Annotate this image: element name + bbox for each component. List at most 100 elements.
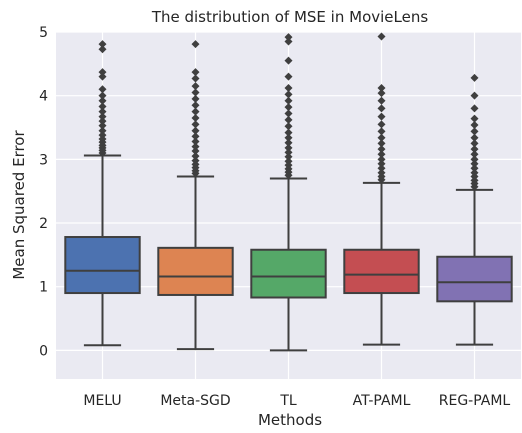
outlier-point	[470, 104, 479, 113]
outlier-point	[377, 155, 386, 164]
outlier-point	[470, 164, 479, 173]
outlier-point	[470, 159, 479, 168]
outlier-point	[470, 91, 479, 100]
outlier-point	[284, 122, 293, 131]
outlier-point	[191, 137, 200, 146]
outlier-point	[191, 147, 200, 156]
x-tick-label: AT-PAML	[353, 393, 411, 409]
outlier-point	[377, 168, 386, 177]
outlier-point	[284, 37, 293, 46]
outlier-point	[98, 112, 107, 121]
outlier-point	[377, 89, 386, 98]
outlier-point	[284, 128, 293, 137]
box-melu	[64, 40, 141, 347]
outlier-point	[470, 120, 479, 129]
iqr-box	[250, 248, 327, 299]
outlier-point	[284, 115, 293, 124]
outlier-point	[470, 127, 479, 136]
boxes	[64, 32, 513, 352]
outlier-point	[377, 32, 386, 41]
outlier-point	[377, 159, 386, 168]
outlier-point	[470, 139, 479, 148]
outlier-point	[284, 33, 293, 42]
outlier-point	[191, 113, 200, 122]
iqr-box	[64, 236, 141, 295]
iqr-box	[157, 246, 234, 296]
outlier-point	[191, 126, 200, 135]
outlier-point	[470, 168, 479, 177]
box-tl	[250, 33, 327, 352]
iqr-box	[343, 248, 420, 295]
outlier-point	[98, 68, 107, 77]
outlier-point	[191, 120, 200, 129]
outlier-point	[191, 82, 200, 91]
outlier-point	[470, 133, 479, 142]
outlier-point	[377, 145, 386, 154]
outlier-point	[470, 73, 479, 82]
outlier-point	[377, 96, 386, 105]
outlier-point	[377, 112, 386, 121]
x-tick-labels: MELU Meta-SGD TL AT-PAML REG-PAML	[83, 393, 510, 409]
outlier-point	[191, 156, 200, 165]
x-tick-label: MELU	[83, 393, 121, 409]
outlier-point	[98, 85, 107, 94]
outlier-point	[284, 133, 293, 142]
outlier-point	[377, 84, 386, 93]
outlier-point	[191, 101, 200, 110]
x-tick-label: Meta-SGD	[160, 393, 230, 409]
outlier-point	[377, 133, 386, 142]
outlier-point	[284, 148, 293, 157]
outlier-point	[284, 109, 293, 118]
outlier-point	[470, 155, 479, 164]
outlier-point	[98, 126, 107, 135]
outlier-point	[284, 157, 293, 166]
outlier-point	[284, 56, 293, 65]
x-tick-label: REG-PAML	[439, 393, 511, 409]
outlier-point	[98, 45, 107, 54]
chart-title: The distribution of MSE in MovieLens	[151, 8, 429, 26]
outlier-point	[377, 127, 386, 136]
outlier-point	[377, 150, 386, 159]
y-tick-label: 3	[39, 152, 48, 168]
y-tick-label: 2	[39, 216, 48, 232]
outlier-point	[377, 104, 386, 113]
x-tick-label: TL	[279, 393, 297, 409]
outlier-point	[470, 150, 479, 159]
outlier-point	[191, 68, 200, 77]
outlier-point	[98, 91, 107, 100]
outlier-point	[284, 103, 293, 112]
y-tick-label: 1	[39, 280, 48, 296]
outlier-point	[98, 117, 107, 126]
outlier-point	[377, 164, 386, 173]
x-axis-label: Methods	[258, 411, 322, 429]
outlier-point	[470, 145, 479, 154]
outlier-point	[284, 84, 293, 93]
outlier-point	[98, 72, 107, 81]
box-reg-paml	[436, 73, 513, 346]
outlier-point	[98, 131, 107, 140]
outlier-point	[284, 143, 293, 152]
outlier-point	[191, 40, 200, 49]
outlier-point	[377, 139, 386, 148]
iqr-box	[436, 255, 513, 303]
outlier-point	[98, 102, 107, 111]
outlier-point	[98, 107, 107, 116]
outlier-point	[191, 74, 200, 83]
outlier-point	[470, 114, 479, 123]
outlier-point	[284, 72, 293, 81]
outlier-point	[191, 88, 200, 97]
outlier-point	[284, 138, 293, 147]
y-tick-label: 4	[39, 89, 48, 105]
outlier-point	[98, 121, 107, 130]
outlier-point	[191, 152, 200, 161]
outlier-point	[191, 132, 200, 141]
outlier-point	[284, 96, 293, 105]
box-at-paml	[343, 32, 420, 346]
box-meta-sgd	[157, 40, 234, 351]
outlier-point	[191, 107, 200, 116]
outlier-point	[98, 96, 107, 105]
y-axis-label: Mean Squared Error	[10, 130, 28, 280]
outlier-point	[98, 40, 107, 49]
outlier-point	[284, 152, 293, 161]
